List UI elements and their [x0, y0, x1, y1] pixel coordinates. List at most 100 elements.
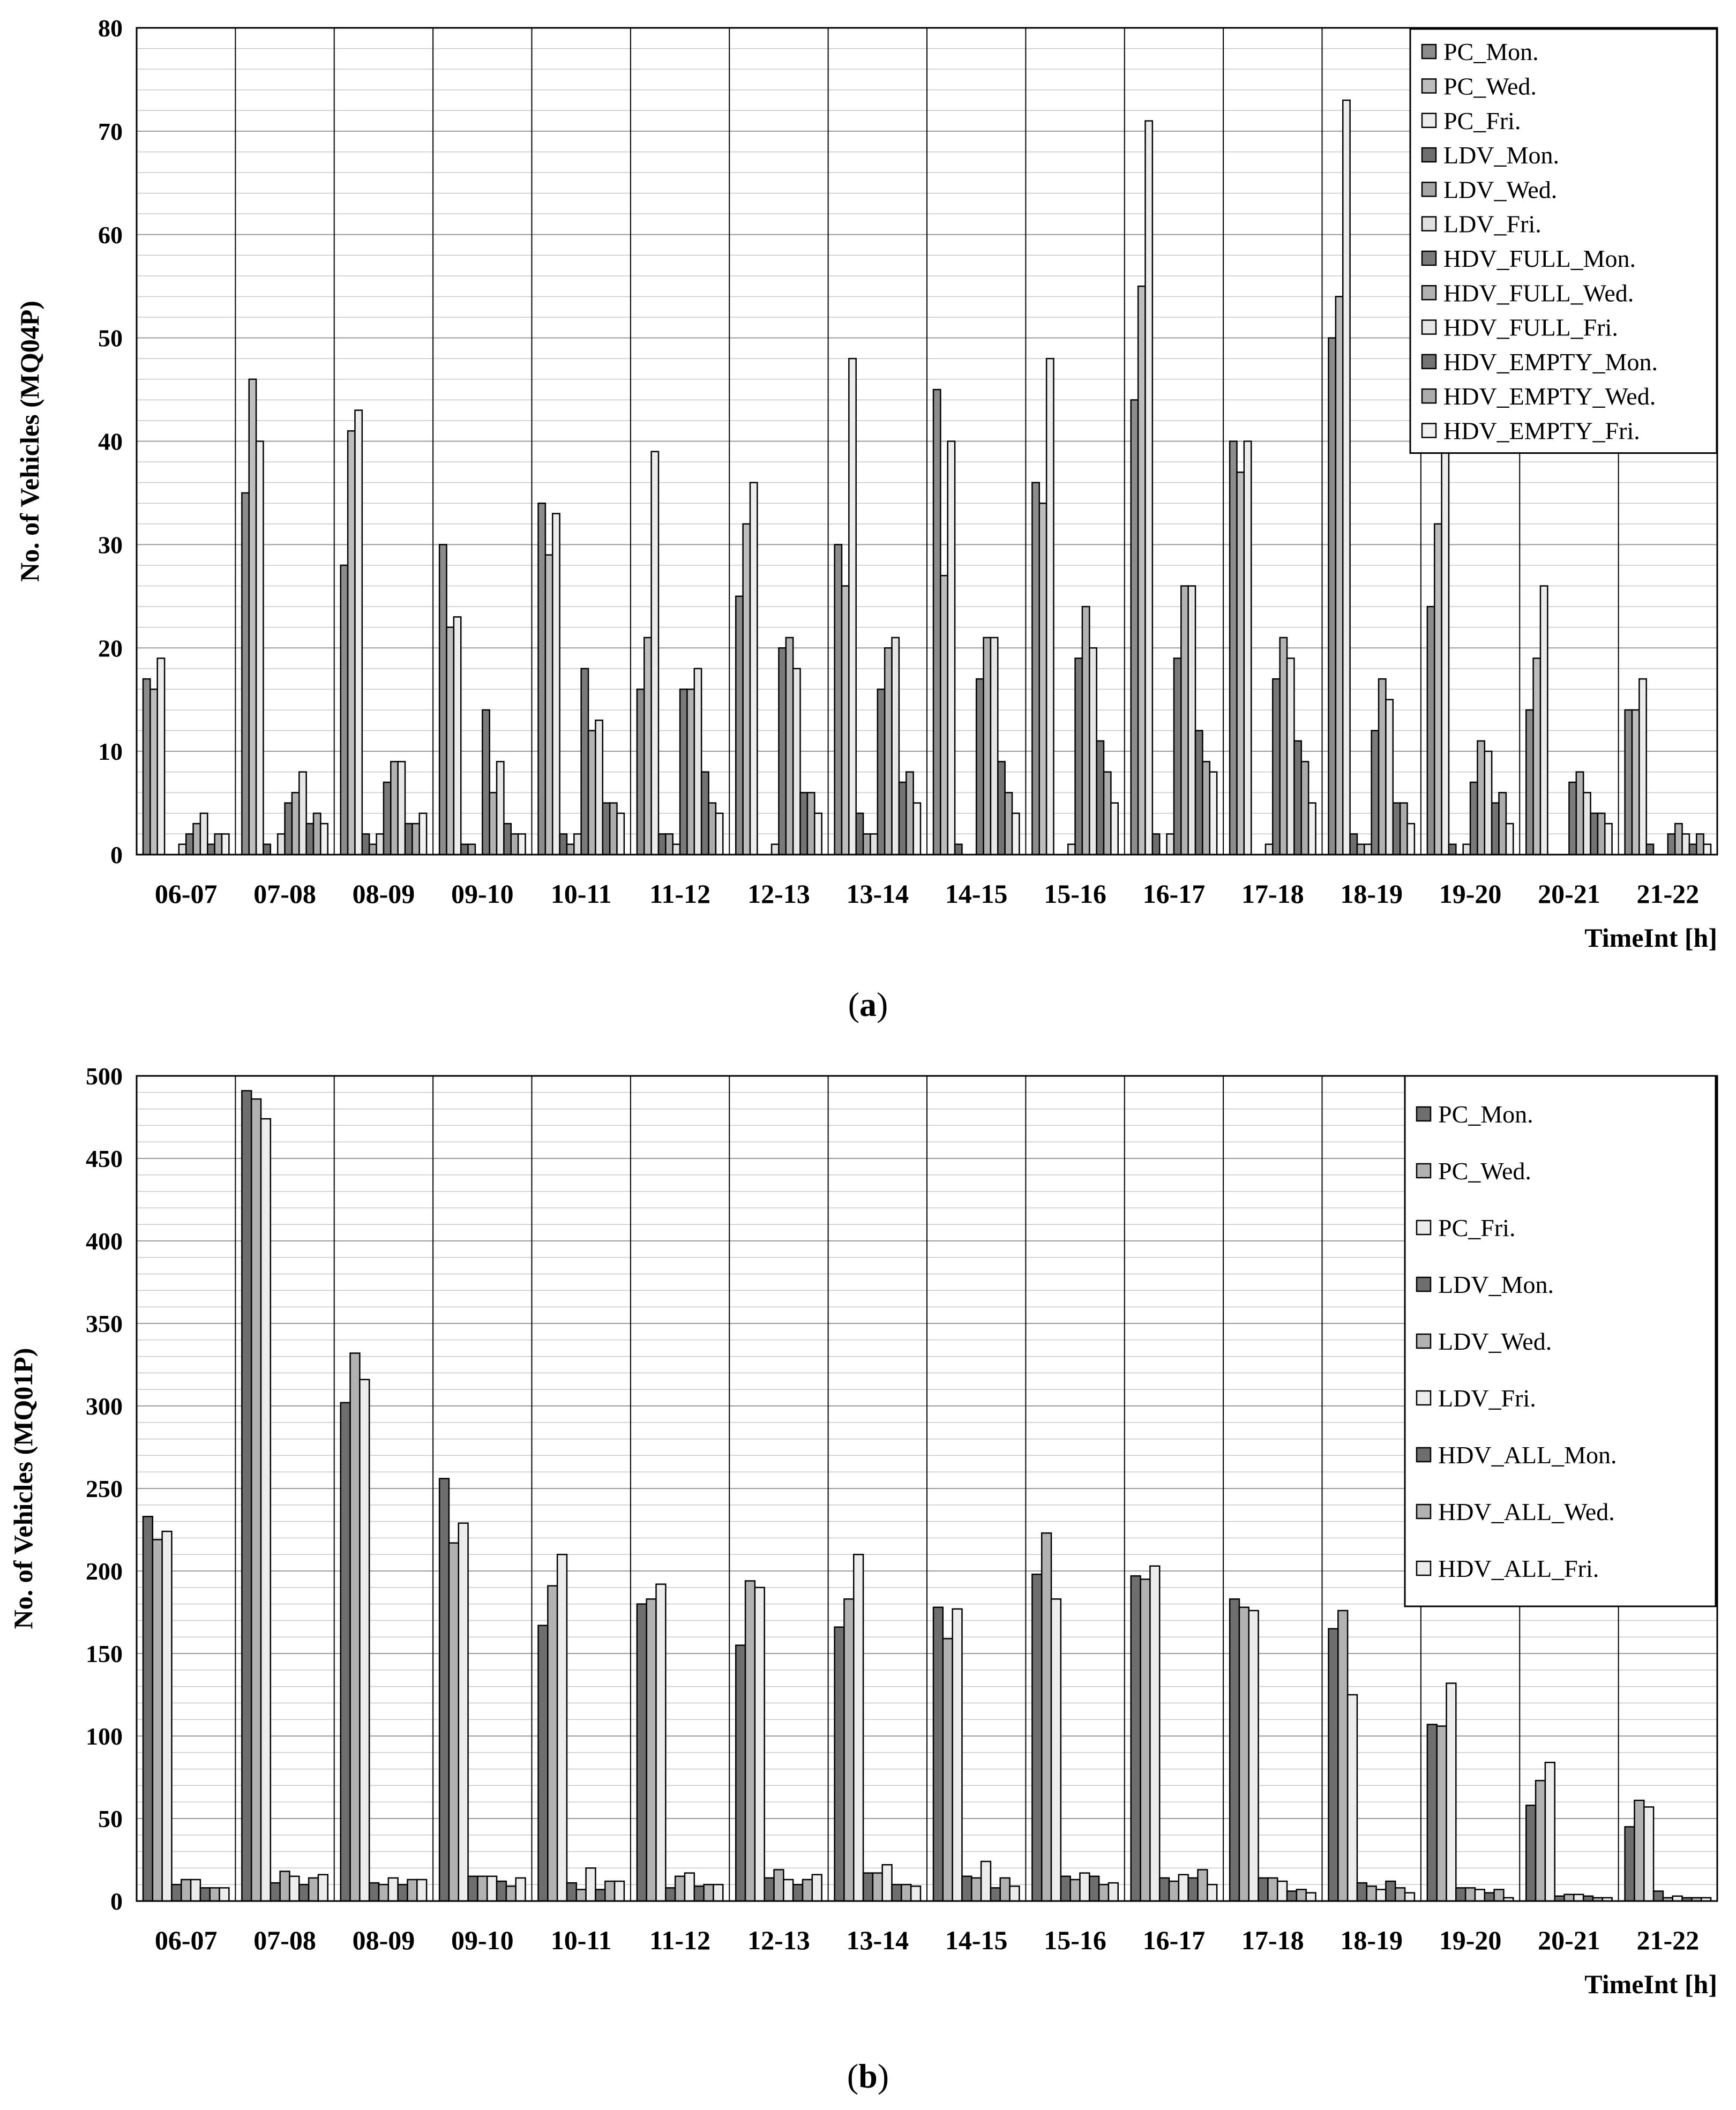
bar	[270, 1882, 281, 1902]
y-tick-label: 300	[86, 1393, 123, 1420]
x-tick-label: 12-13	[747, 879, 810, 909]
bar	[1011, 812, 1020, 856]
bar	[559, 833, 568, 856]
bar	[411, 822, 421, 856]
bar	[764, 1877, 775, 1902]
bar	[999, 1877, 1011, 1902]
bar	[416, 1879, 428, 1902]
bar	[1433, 523, 1442, 856]
y-tick-label: 40	[98, 428, 123, 455]
bar	[910, 1885, 922, 1902]
bar	[980, 1860, 992, 1902]
x-tick-label: 15-16	[1044, 1925, 1106, 1955]
bar	[1069, 1879, 1081, 1902]
bar	[361, 833, 370, 856]
legend-box	[1409, 28, 1718, 454]
bar	[1335, 296, 1344, 856]
bar	[1392, 802, 1401, 856]
bar	[340, 564, 349, 856]
bar	[1477, 740, 1486, 856]
bar	[192, 822, 201, 856]
bar	[467, 843, 476, 856]
bar	[1539, 585, 1548, 856]
bar	[298, 771, 307, 856]
legend-label: HDV_ALL_Fri.	[1438, 1555, 1599, 1582]
legend-swatch	[1421, 147, 1437, 163]
x-tick-label: 09-10	[451, 1925, 514, 1955]
x-tick-label: 18-19	[1340, 1925, 1403, 1955]
bar	[1484, 1892, 1495, 1902]
legend-label: LDV_Fri.	[1443, 211, 1542, 238]
bar	[848, 357, 857, 856]
bar	[1050, 1598, 1062, 1902]
bar	[1563, 1894, 1575, 1902]
bar	[1464, 1887, 1476, 1902]
bar	[551, 513, 560, 856]
bar	[156, 657, 166, 856]
bar	[1229, 1598, 1240, 1902]
bar	[279, 1870, 290, 1902]
bar	[1643, 1806, 1655, 1902]
legend-swatch	[1421, 354, 1437, 370]
bar	[190, 1879, 201, 1902]
bar	[942, 1638, 953, 1902]
bar	[438, 1478, 450, 1902]
bar	[1462, 843, 1471, 856]
bar	[1103, 771, 1112, 856]
bar	[636, 1603, 647, 1902]
bar	[448, 1542, 460, 1902]
bar	[1267, 1877, 1278, 1902]
bar	[1264, 843, 1274, 856]
bar	[785, 637, 794, 856]
x-axis-title: TimeInt [h]	[1584, 1969, 1717, 1999]
bar	[1436, 1725, 1447, 1902]
bar	[317, 1874, 328, 1902]
legend-label: PC_Mon.	[1443, 38, 1539, 65]
bar	[1371, 730, 1380, 856]
bar	[340, 1402, 351, 1902]
x-tick-label: 16-17	[1143, 1925, 1206, 1955]
caption-a-open: (	[848, 985, 859, 1023]
y-tick-label: 50	[98, 1805, 123, 1832]
x-tick-label: 21-22	[1636, 1925, 1699, 1955]
bar	[250, 1098, 262, 1902]
y-tick-label: 400	[86, 1228, 123, 1255]
y-tick-label: 0	[110, 1888, 123, 1915]
bar	[735, 595, 744, 856]
bar	[1137, 285, 1146, 856]
x-axis-title: TimeInt [h]	[1584, 923, 1717, 953]
bar	[744, 1580, 756, 1902]
y-tick-label: 200	[86, 1558, 123, 1585]
legend-label: PC_Wed.	[1443, 72, 1537, 100]
bar	[1300, 761, 1310, 856]
bar	[214, 833, 223, 856]
x-tick-label: 16-17	[1143, 879, 1206, 909]
bar	[715, 812, 724, 856]
legend-swatch	[1416, 1106, 1432, 1122]
legend-swatch	[1416, 1276, 1432, 1292]
bar	[783, 1879, 794, 1902]
bar	[547, 1585, 558, 1902]
bar	[1406, 822, 1416, 856]
bar	[573, 833, 582, 856]
bar	[241, 1090, 252, 1902]
bar	[152, 1539, 163, 1902]
bar	[1108, 1882, 1119, 1902]
bar	[674, 1875, 686, 1902]
bars	[142, 1090, 1712, 1902]
bar	[368, 843, 377, 856]
bar	[575, 1889, 587, 1902]
bar	[1081, 605, 1090, 856]
bar	[587, 730, 596, 856]
x-tick-label: 18-19	[1340, 879, 1403, 909]
legend-label: PC_Fri.	[1438, 1214, 1515, 1241]
caption-a-letter: a	[859, 985, 877, 1023]
bar	[161, 1530, 173, 1902]
bar	[1535, 1779, 1546, 1902]
bar	[1140, 1578, 1151, 1902]
legend-swatch	[1421, 113, 1437, 128]
bar	[1505, 822, 1514, 856]
bar	[1474, 1889, 1486, 1902]
bar	[806, 792, 815, 856]
bar	[1634, 1799, 1645, 1902]
